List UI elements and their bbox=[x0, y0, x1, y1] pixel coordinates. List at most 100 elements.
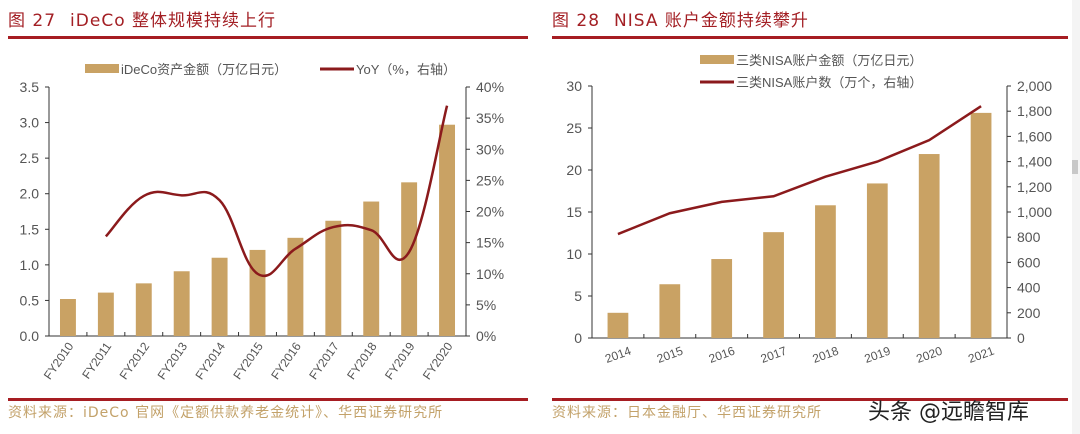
scrollbar[interactable] bbox=[1072, 0, 1080, 434]
ideco-bar bbox=[249, 249, 266, 336]
ideco-left-tick-label: 0.0 bbox=[20, 328, 40, 344]
ideco-left-tick-label: 0.5 bbox=[20, 292, 40, 308]
ideco-x-label: FY2020 bbox=[420, 339, 456, 382]
nisa-x-label: 2020 bbox=[914, 344, 944, 366]
nisa-x-label: 2018 bbox=[811, 344, 841, 366]
nisa-legend-label: 三类NISA账户金额（万亿日元） bbox=[736, 53, 922, 68]
ideco-right-tick-label: 25% bbox=[476, 172, 504, 188]
watermark: 头条 @远瞻智库 bbox=[868, 400, 1029, 425]
ideco-x-label: FY2013 bbox=[155, 339, 191, 382]
nisa-x-label: 2015 bbox=[655, 344, 685, 366]
ideco-x-label: FY2015 bbox=[230, 339, 266, 382]
nisa-bar bbox=[763, 232, 784, 338]
nisa-left-tick-label: 20 bbox=[566, 162, 582, 178]
ideco-left-tick-label: 2.0 bbox=[20, 186, 40, 202]
figure-27-title-text: iDeCo 整体规模持续上行 bbox=[70, 11, 276, 31]
ideco-x-label: FY2018 bbox=[344, 339, 380, 382]
nisa-bar bbox=[970, 112, 992, 338]
ideco-bar bbox=[135, 283, 152, 336]
figure-28-title: 图 28 NISA 账户金额持续攀升 bbox=[552, 6, 809, 31]
nisa-line bbox=[617, 105, 982, 236]
ideco-left-tick-label: 1.0 bbox=[20, 257, 40, 273]
figure-27-bottom-rule bbox=[8, 398, 528, 401]
nisa-right-tick-label: 0 bbox=[1017, 330, 1025, 346]
nisa-right-tick-label: 1,800 bbox=[1017, 103, 1052, 119]
ideco-right-tick-label: 30% bbox=[476, 141, 504, 157]
figure-28-source: 资料来源：日本金融厅、华西证券研究所 bbox=[552, 405, 822, 421]
ideco-bar bbox=[59, 299, 76, 336]
figure-27-source: 资料来源：iDeCo 官网《定额供款养老金统计》、华西证券研究所 bbox=[8, 405, 444, 421]
ideco-left-tick-label: 3.0 bbox=[20, 115, 40, 131]
ideco-left-tick-label: 2.5 bbox=[20, 150, 40, 166]
ideco-line bbox=[104, 105, 449, 278]
nisa-bar bbox=[711, 259, 733, 338]
ideco-right-tick-label: 0% bbox=[476, 328, 496, 344]
nisa-right-tick-label: 1,200 bbox=[1017, 179, 1052, 195]
nisa-x-label: 2017 bbox=[759, 344, 789, 366]
ideco-bar bbox=[363, 201, 380, 336]
ideco-x-label: FY2010 bbox=[41, 339, 77, 382]
ideco-bar bbox=[325, 220, 342, 336]
nisa-right-tick-label: 800 bbox=[1017, 229, 1041, 245]
ideco-right-tick-label: 10% bbox=[476, 266, 504, 282]
ideco-legend-label: YoY（%，右轴） bbox=[356, 62, 456, 77]
ideco-left-tick-label: 1.5 bbox=[20, 221, 40, 237]
ideco-bar bbox=[173, 271, 190, 336]
nisa-legend-label: 三类NISA账户数（万个，右轴） bbox=[736, 75, 922, 90]
ideco-legend-bar-swatch bbox=[85, 64, 119, 73]
nisa-x-label: 2014 bbox=[603, 344, 633, 366]
ideco-bar bbox=[287, 237, 304, 336]
figure-28-panel: 图 28 NISA 账户金额持续攀升 0 5 10 15 20 25 30 0 200 400 600… bbox=[548, 0, 1068, 434]
nisa-bar bbox=[607, 312, 629, 338]
nisa-bar bbox=[815, 205, 836, 338]
nisa-x-label: 2021 bbox=[966, 344, 996, 366]
scroll-thumb[interactable] bbox=[1072, 160, 1078, 174]
nisa-right-tick-label: 400 bbox=[1017, 280, 1041, 296]
ideco-x-label: FY2016 bbox=[268, 339, 304, 382]
figure-28-title-text: NISA 账户金额持续攀升 bbox=[614, 11, 809, 31]
ideco-legend-label: iDeCo资产金额（万亿日元） bbox=[121, 62, 287, 77]
ideco-x-label: FY2014 bbox=[192, 339, 228, 382]
figure-28-bottom-rule bbox=[552, 398, 1068, 401]
ideco-right-tick-label: 15% bbox=[476, 235, 504, 251]
nisa-left-tick-label: 15 bbox=[566, 204, 582, 220]
ideco-x-label: FY2012 bbox=[117, 339, 153, 382]
nisa-x-label: 2019 bbox=[862, 344, 892, 366]
nisa-bar bbox=[659, 284, 681, 338]
nisa-right-tick-label: 200 bbox=[1017, 305, 1041, 321]
ideco-x-label: FY2017 bbox=[306, 339, 342, 382]
nisa-legend-bar-swatch bbox=[700, 55, 734, 64]
ideco-bar bbox=[439, 124, 456, 336]
nisa-right-tick-label: 600 bbox=[1017, 254, 1041, 270]
nisa-left-tick-label: 25 bbox=[566, 120, 582, 136]
ideco-right-tick-label: 20% bbox=[476, 204, 504, 220]
ideco-x-label: FY2019 bbox=[382, 339, 418, 382]
figure-27-top-rule bbox=[8, 36, 528, 39]
nisa-right-tick-label: 1,400 bbox=[1017, 154, 1052, 170]
nisa-left-tick-label: 0 bbox=[574, 330, 582, 346]
ideco-bar bbox=[211, 257, 228, 336]
figure-27-number: 图 27 bbox=[8, 11, 57, 31]
ideco-left-tick-label: 3.5 bbox=[20, 79, 40, 95]
figure-27-title: 图 27 iDeCo 整体规模持续上行 bbox=[8, 6, 276, 31]
nisa-right-tick-label: 2,000 bbox=[1017, 78, 1052, 94]
ideco-right-tick-label: 35% bbox=[476, 110, 504, 126]
figure-28-top-rule bbox=[552, 36, 1068, 39]
figure-28-number: 图 28 bbox=[552, 11, 601, 31]
nisa-left-tick-label: 30 bbox=[566, 78, 582, 94]
ideco-bar bbox=[401, 182, 418, 336]
ideco-x-label: FY2011 bbox=[79, 339, 114, 381]
nisa-right-tick-label: 1,600 bbox=[1017, 128, 1052, 144]
nisa-chart: 0 5 10 15 20 25 30 0 200 400 600 800 1,000 1,200 1,400… bbox=[566, 53, 1052, 366]
ideco-right-tick-label: 5% bbox=[476, 297, 496, 313]
nisa-left-tick-label: 5 bbox=[574, 288, 582, 304]
nisa-x-label: 2016 bbox=[707, 344, 737, 366]
nisa-bar bbox=[866, 183, 888, 338]
figure-27-panel: 图 27 iDeCo 整体规模持续上行 0.0 0.5 1.0 1.5 2.0 2.5 3.0… bbox=[8, 6, 528, 421]
ideco-chart: 0.0 0.5 1.0 1.5 2.0 2.5 3.0 3.5 0% 5% 10% 15% 20% 25%… bbox=[20, 62, 505, 382]
ideco-right-tick-label: 40% bbox=[476, 79, 504, 95]
ideco-bar bbox=[97, 292, 114, 336]
nisa-left-tick-label: 10 bbox=[566, 246, 582, 262]
nisa-right-tick-label: 1,000 bbox=[1017, 204, 1052, 220]
nisa-bar bbox=[918, 154, 940, 338]
